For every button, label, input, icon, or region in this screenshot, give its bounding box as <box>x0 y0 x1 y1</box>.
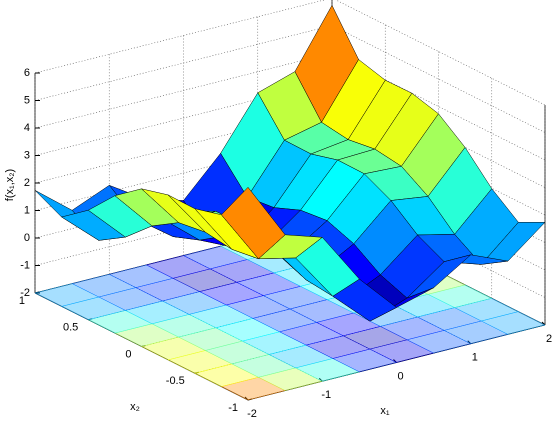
y-tick-label: -0.5 <box>166 375 185 387</box>
z-axis-label: f(x₁,x₂) <box>4 169 16 201</box>
z-tick-label: -2 <box>20 287 30 299</box>
x-tick <box>244 396 249 401</box>
x-tick-label: 2 <box>546 333 552 345</box>
grid-line <box>335 0 546 106</box>
z-tick-label: 0 <box>24 232 30 244</box>
x-tick <box>393 359 397 363</box>
z-tick-label: 2 <box>24 177 30 189</box>
y-tick-label: -1 <box>228 402 238 414</box>
x-axis-label: x₁ <box>380 405 390 417</box>
y-tick-label: 0 <box>125 348 131 360</box>
x-tick <box>541 321 546 326</box>
y-axis-label: x₂ <box>130 401 140 413</box>
surface-patch <box>221 186 286 260</box>
x-tick <box>467 340 472 345</box>
grid-line <box>34 0 326 74</box>
grid-line <box>331 25 546 133</box>
x-tick-label: 0 <box>397 370 403 382</box>
z-tick-label: 5 <box>24 94 30 106</box>
x-tick-label: -2 <box>247 408 257 420</box>
z-tick-label: 6 <box>24 67 30 79</box>
z-tick-label: 3 <box>24 149 30 161</box>
z-tick-label: 4 <box>24 122 30 134</box>
x-tick-label: 1 <box>472 352 478 364</box>
x-tick-label: -1 <box>321 389 331 401</box>
z-tick-label: -1 <box>20 259 30 271</box>
y-tick-label: 0.5 <box>63 322 78 334</box>
z-tick-label: 1 <box>24 204 30 216</box>
y-tick-label: 1 <box>19 295 25 307</box>
x-tick <box>318 377 323 382</box>
